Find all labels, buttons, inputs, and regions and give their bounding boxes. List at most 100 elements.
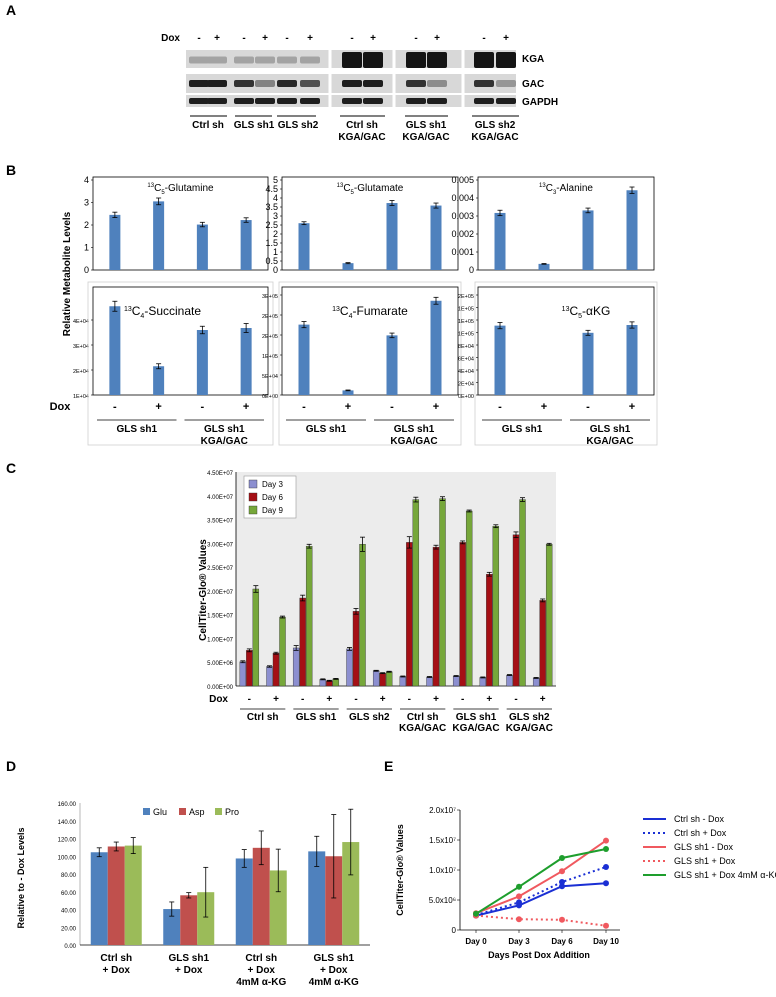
- dox-sign: -: [248, 694, 251, 705]
- dox-sign: +: [155, 401, 161, 413]
- y-tick-label: 3.50E+07: [207, 519, 234, 525]
- kga-band: [474, 52, 494, 68]
- panel-letter-e: E: [384, 758, 394, 774]
- growth-bar: [279, 616, 286, 687]
- dox-sign: -: [201, 401, 205, 413]
- growth-bar: [266, 666, 273, 687]
- legend-swatch: [248, 492, 258, 502]
- y-tick-label: 5.0x10⁶: [429, 896, 456, 905]
- growth-bar: [545, 544, 553, 687]
- legend-label: Glu: [153, 807, 167, 817]
- dox-sign: -: [482, 33, 485, 44]
- growth-bar: [532, 677, 540, 687]
- dox-sign: +: [486, 694, 492, 705]
- growth-bar: [359, 544, 366, 687]
- y-tick-label: 2.50E+07: [207, 566, 234, 572]
- group-label: GLS sh1: [406, 120, 447, 131]
- dox-label: Dox: [161, 33, 180, 44]
- kga-band: [427, 52, 447, 68]
- legend-swatch: [179, 808, 186, 815]
- chart-title: 13C5-αKG: [562, 304, 611, 320]
- group-label: GLS sh1: [502, 424, 543, 435]
- data-point: [603, 922, 609, 929]
- metabolite-bar: [197, 892, 215, 945]
- y-tick-label: 2.00E+07: [207, 590, 234, 596]
- y-tick-label: 5.00E+06: [207, 661, 234, 667]
- dox-sign: +: [262, 33, 268, 44]
- metabolite-bar: [325, 856, 343, 945]
- dox-sign: -: [390, 401, 394, 413]
- y-tick-label: 5: [273, 175, 278, 185]
- legend-swatch: [215, 808, 222, 815]
- gapdh-band: [255, 98, 275, 104]
- metabolite-bar: [494, 212, 506, 270]
- y-axis-label: Relative Metabolite Levels: [62, 211, 73, 336]
- growth-bar: [299, 597, 306, 687]
- y-tick-label: 1.5: [265, 238, 278, 248]
- kga-band: [234, 56, 254, 64]
- metabolite-bar: [386, 335, 398, 395]
- y-tick-label: 1E+05: [458, 307, 474, 313]
- kga-band: [496, 52, 516, 68]
- group-label: KGA/GAC: [399, 723, 446, 734]
- metabolite-bar: [180, 895, 198, 945]
- gac-band: [207, 80, 227, 87]
- growth-bar: [506, 674, 513, 687]
- category-label: + Dox: [175, 965, 203, 976]
- chart-frame: [477, 286, 655, 396]
- legend-label: Ctrl sh + Dox: [674, 828, 727, 838]
- kga-band: [207, 56, 227, 64]
- panel-letter-c: C: [6, 460, 17, 476]
- y-tick-label: 120.00: [58, 838, 77, 844]
- gapdh-band: [406, 98, 426, 104]
- dox-sign: -: [113, 401, 117, 413]
- dox-sign: +: [345, 401, 351, 413]
- legend-swatch: [143, 808, 150, 815]
- y-tick-label: 0.5: [265, 256, 278, 266]
- data-point: [559, 855, 565, 861]
- series-line: [475, 866, 607, 916]
- group-label: GLS sh1: [296, 712, 337, 723]
- y-tick-label: 80.00: [61, 873, 77, 879]
- legend-label: GLS sh1 + Dox 4mM α-KG: [674, 870, 776, 880]
- dox-sign: -: [302, 401, 306, 413]
- y-tick-label: 2.0x10⁷: [429, 806, 456, 815]
- y-tick-label: 0.003: [451, 211, 474, 221]
- growth-bar: [452, 675, 460, 687]
- panel-letter-a: A: [6, 2, 17, 18]
- gac-band: [496, 80, 516, 87]
- category-label: + Dox: [320, 965, 348, 976]
- y-tick-label: 100.00: [58, 855, 77, 861]
- x-tick-label: Day 6: [551, 937, 573, 946]
- gapdh-band: [474, 98, 494, 104]
- growth-bar: [332, 678, 340, 687]
- group-label: KGA/GAC: [201, 436, 248, 447]
- y-tick-label: 5E+04: [262, 374, 278, 380]
- gapdh-band: [277, 98, 297, 104]
- y-tick-label: 2E+04: [458, 382, 474, 388]
- kga-band: [189, 56, 209, 64]
- y-tick-label: 0.001: [451, 247, 474, 257]
- dox-sign: +: [503, 33, 509, 44]
- y-tick-label: 1E+05: [262, 354, 278, 360]
- y-tick-label: 1.00E+07: [207, 637, 234, 643]
- y-tick-label: 2E+05: [458, 294, 474, 300]
- y-tick-label: 4.00E+07: [207, 495, 234, 501]
- metabolite-bar: [240, 220, 252, 270]
- y-tick-label: 1.50E+07: [207, 614, 234, 620]
- y-tick-label: 2: [273, 229, 278, 239]
- metabolite-bar: [626, 325, 638, 395]
- metabolite-bar: [269, 870, 287, 945]
- category-label: GLS sh1: [168, 953, 209, 964]
- dox-sign: -: [242, 33, 245, 44]
- metabolite-bar: [196, 224, 208, 270]
- metabolite-bar: [582, 210, 594, 270]
- metabolite-bar: [538, 263, 550, 270]
- group-label: Ctrl sh: [407, 712, 439, 723]
- dox-sign: -: [498, 401, 502, 413]
- data-point: [559, 883, 565, 890]
- gac-band: [363, 80, 383, 87]
- growth-bar: [239, 661, 247, 687]
- category-label: 4mM α-KG: [309, 977, 359, 988]
